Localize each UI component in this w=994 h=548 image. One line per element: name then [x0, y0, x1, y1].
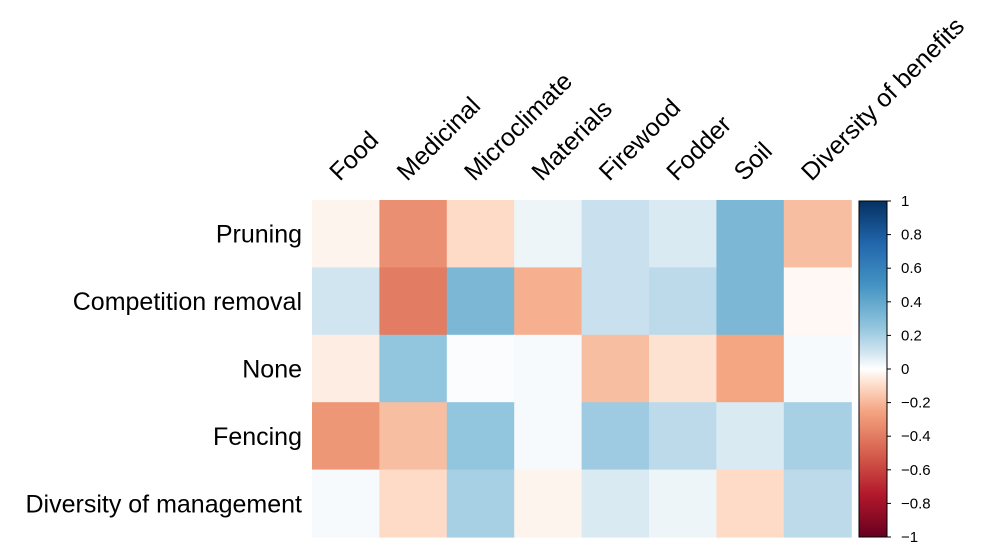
cell-competition-removal-food	[312, 267, 380, 336]
row-label-fencing: Fencing	[213, 423, 302, 451]
cell-diversity-of-management-food	[312, 469, 380, 538]
row-label-diversity-of-management: Diversity of management	[25, 490, 302, 518]
colorbar-tick-label: 1	[901, 193, 909, 210]
cell-diversity-of-management-medicinal	[379, 469, 448, 538]
cell-pruning-medicinal	[379, 200, 448, 268]
cell-none-fodder	[649, 334, 717, 403]
colorbar-tick-label: 0.2	[901, 327, 922, 344]
column-label-soil: Soil	[729, 137, 778, 186]
colorbar-tick-label: −0.6	[901, 462, 931, 479]
cell-fencing-microclimate	[446, 402, 515, 471]
colorbar-tick-label: 0.4	[901, 294, 922, 311]
cell-none-soil	[716, 334, 785, 403]
colorbar-ticks: 1 0.8 0.6 0.4 0.2 0 −0.2 −0.4 −0.6 −0.8 −1	[887, 193, 931, 546]
colorbar-tick-label: −0.2	[901, 395, 931, 412]
colorbar-tick-label: 0	[901, 361, 909, 378]
cell-pruning-food	[312, 200, 380, 268]
heatmap-cells	[312, 200, 852, 538]
cell-none-diversity-of-benefits	[783, 334, 852, 403]
row-label-none: None	[242, 356, 302, 384]
colorbar-tick-label: −0.4	[901, 428, 931, 445]
cell-diversity-of-management-soil	[716, 469, 785, 538]
cell-competition-removal-fodder	[649, 267, 717, 336]
colorbar-gradient	[858, 200, 888, 538]
cell-pruning-soil	[716, 200, 785, 268]
cell-fencing-soil	[716, 402, 785, 471]
row-label-competition-removal: Competition removal	[73, 288, 302, 316]
cell-none-firewood	[581, 334, 650, 403]
cell-pruning-firewood	[581, 200, 650, 268]
cell-fencing-materials	[514, 402, 583, 471]
row-labels: Pruning Competition removal None Fencing Div…	[25, 221, 302, 519]
cell-pruning-microclimate	[446, 200, 515, 268]
cell-diversity-of-management-materials	[514, 469, 583, 538]
cell-competition-removal-medicinal	[379, 267, 448, 336]
cell-none-medicinal	[379, 334, 448, 403]
cell-competition-removal-materials	[514, 267, 583, 336]
cell-diversity-of-management-diversity-of-benefits	[783, 469, 852, 538]
cell-pruning-materials	[514, 200, 583, 268]
colorbar-tick-label: −1	[901, 529, 918, 546]
cell-fencing-medicinal	[379, 402, 448, 471]
cell-none-materials	[514, 334, 583, 403]
cell-competition-removal-firewood	[581, 267, 650, 336]
colorbar-tick-label: 0.6	[901, 260, 922, 277]
cell-fencing-food	[312, 402, 380, 471]
cell-diversity-of-management-firewood	[581, 469, 650, 538]
colorbar-tick-label: 0.8	[901, 227, 922, 244]
cell-diversity-of-management-microclimate	[446, 469, 515, 538]
cell-competition-removal-diversity-of-benefits	[783, 267, 852, 336]
colorbar-tick-label: −0.8	[901, 495, 931, 512]
column-labels: Food MedicinalMicroclimateMaterialsFirewo…	[324, 12, 970, 186]
cell-pruning-fodder	[649, 200, 717, 268]
row-label-pruning: Pruning	[216, 221, 302, 249]
cell-diversity-of-management-fodder	[649, 469, 717, 538]
cell-fencing-fodder	[649, 402, 717, 471]
cell-pruning-diversity-of-benefits	[783, 200, 852, 268]
colorbar: 1 0.8 0.6 0.4 0.2 0 −0.2 −0.4 −0.6 −0.8 −1	[858, 193, 931, 546]
cell-competition-removal-soil	[716, 267, 785, 336]
cell-competition-removal-microclimate	[446, 267, 515, 336]
cell-fencing-diversity-of-benefits	[783, 402, 852, 471]
cell-fencing-firewood	[581, 402, 650, 471]
column-label-food: Food	[324, 126, 384, 186]
cell-none-microclimate	[446, 334, 515, 403]
cell-none-food	[312, 334, 380, 403]
column-label-diversity-of-benefits: Diversity of benefits	[796, 12, 970, 186]
